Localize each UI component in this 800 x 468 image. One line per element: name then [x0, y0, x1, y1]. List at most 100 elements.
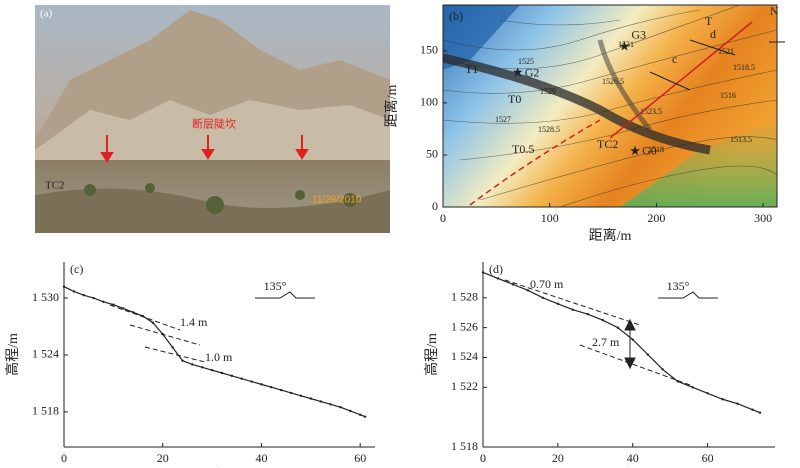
map-frame — [442, 4, 778, 208]
x-tick-label: 60 — [354, 451, 366, 465]
profile-point — [319, 400, 322, 403]
profile-point — [260, 383, 263, 386]
profile-point — [299, 394, 303, 397]
azimuth-symbols — [255, 291, 718, 299]
y-axis-label: 高程/m — [423, 333, 440, 376]
profile-point — [240, 377, 243, 380]
x-tick-label: 0 — [480, 451, 486, 465]
profile-point — [151, 321, 155, 324]
panel-label: (b) — [449, 9, 463, 23]
map-label: d — [710, 27, 716, 41]
map-label: 1529 — [540, 87, 556, 96]
map-label: T0 — [508, 92, 521, 106]
y-tick-label: 1 524 — [451, 349, 478, 363]
annotation: 1.0 m — [205, 350, 233, 364]
photo-caption: 断层陡坎 — [192, 117, 236, 131]
profile-line — [482, 271, 761, 414]
photo-date: 11/29/2010 — [312, 195, 362, 206]
x-axis-label: 距离/m — [589, 227, 632, 244]
map-label: 1513.5 — [730, 135, 752, 144]
x-tick-label: 20 — [552, 451, 564, 465]
x-tick-label: 300 — [754, 211, 772, 225]
map-label: 1521 — [718, 47, 734, 56]
y-tick-label: 100 — [420, 95, 438, 109]
panel-label: (c) — [70, 262, 83, 276]
photo — [35, 5, 390, 233]
profile-point — [220, 371, 224, 375]
map-label: 1527 — [495, 115, 511, 124]
site-label: G0 — [642, 144, 657, 158]
profile-point — [571, 308, 575, 311]
profile-point — [358, 413, 362, 416]
profile-line — [63, 286, 366, 418]
profile-point — [171, 346, 174, 349]
profile-point — [556, 302, 560, 305]
profile-point — [230, 374, 234, 378]
profile-point — [721, 398, 724, 401]
map-label: 1516 — [720, 91, 736, 100]
map-label: N — [770, 4, 779, 18]
y-tick-label: 1 522 — [451, 379, 478, 393]
profile-point — [329, 403, 332, 406]
profile-point — [102, 300, 105, 304]
profile-point — [82, 294, 85, 297]
y-tick-label: 0 — [432, 199, 438, 213]
y-tick-label: 150 — [420, 43, 438, 57]
y-axis-label: 高程/m — [4, 333, 21, 376]
map-label: 1523.5 — [640, 107, 662, 116]
profile-point — [526, 289, 530, 292]
profile-point — [631, 338, 634, 341]
y-tick-label: 1 528 — [451, 290, 478, 304]
map-label: 1518.5 — [733, 63, 755, 72]
y-tick-label: 1 518 — [32, 404, 59, 418]
site-label: TC2 — [45, 180, 65, 192]
profile-point — [706, 392, 709, 395]
profile-point — [210, 368, 214, 372]
profile-point — [201, 366, 204, 369]
profile-point — [112, 303, 115, 306]
profile-point — [280, 388, 283, 392]
profile-point — [270, 386, 273, 389]
profile-point — [250, 380, 253, 383]
profile-point — [496, 277, 500, 280]
profile-point — [616, 326, 619, 329]
azimuth: 135° — [264, 279, 287, 293]
y-tick-label: 50 — [426, 147, 438, 161]
profile-point — [541, 296, 545, 300]
map-label: T1 — [465, 62, 478, 76]
site-label: G2 — [525, 65, 540, 79]
profile-point — [141, 314, 145, 318]
profile-point — [586, 313, 590, 316]
profile-point — [161, 332, 164, 336]
annotation: 2.7 m — [592, 335, 620, 349]
site-label: G3 — [631, 27, 646, 41]
profile-point — [339, 405, 342, 409]
x-tick-label: 20 — [157, 451, 169, 465]
annotation: 0.70 m — [530, 277, 564, 291]
x-tick-label: 40 — [627, 451, 639, 465]
profile-point — [289, 391, 293, 395]
map-label: 1531 — [618, 40, 634, 49]
profile-point — [736, 402, 739, 405]
map-label: T0.5 — [512, 142, 534, 156]
profile-point — [72, 290, 76, 293]
profile-point — [751, 408, 754, 411]
y-tick-label: 1 524 — [32, 347, 59, 361]
profile-point — [646, 353, 649, 356]
x-tick-label: 60 — [702, 451, 714, 465]
profile-point — [349, 409, 352, 413]
y-tick-label: 1 526 — [451, 319, 478, 333]
azimuth: 135° — [667, 279, 690, 293]
map-label: T — [705, 14, 713, 28]
profile-point — [131, 311, 135, 314]
x-tick-label: 200 — [647, 211, 665, 225]
profile-point — [758, 411, 762, 414]
profile-point — [691, 386, 694, 389]
map-label: TC2 — [597, 137, 618, 151]
map-label: c — [672, 52, 677, 66]
map-label: 1518 — [648, 145, 664, 154]
map-label: 1528.5 — [538, 125, 560, 134]
y-axis-label: 距离/m — [383, 85, 400, 128]
profile-point — [191, 363, 194, 366]
